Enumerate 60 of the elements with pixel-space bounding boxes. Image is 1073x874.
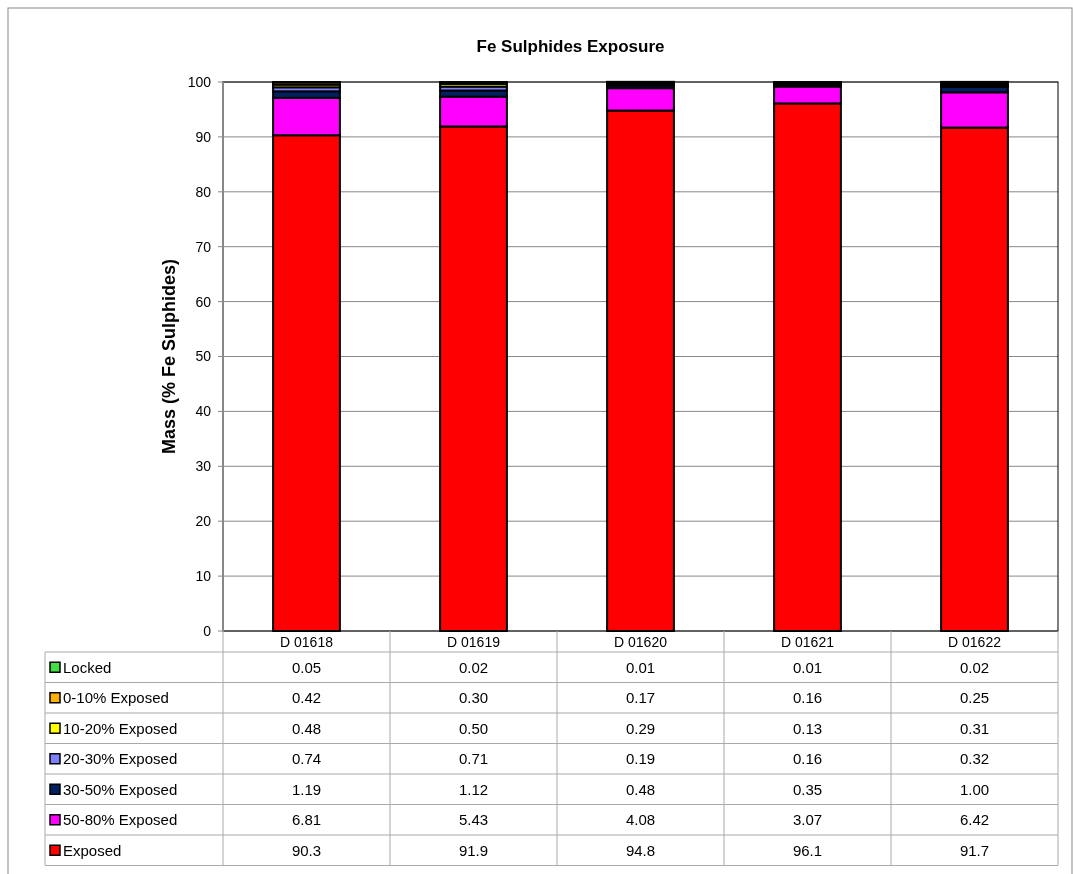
data-label: 91.9 [458,841,489,859]
y-tick-label: 20 [195,513,212,530]
x-tick-label: D 01619 [447,634,501,651]
data-label: 0.16 [792,689,823,706]
chart-title: Fe Sulphides Exposure [476,37,665,56]
data-label: 5.43 [458,811,489,828]
legend-label: 0-10% Exposed [63,689,169,706]
data-label: 0.48 [291,719,322,737]
legend-label: 30-50% Exposed [63,780,178,798]
data-label: 0.25 [959,689,990,706]
y-tick-label: 100 [187,73,212,90]
y-tick-label: 50 [195,348,212,365]
data-label: 0.29 [625,719,656,737]
data-label: 4.08 [625,811,656,828]
data-label: 0.01 [792,658,823,676]
data-label: 1.00 [959,780,990,798]
y-tick-label: 10 [195,568,212,584]
legend-label: 20-30% Exposed [63,750,178,767]
y-tick-label: 90 [195,128,212,145]
legend-label: Exposed [63,841,122,859]
data-label: 0.19 [625,750,656,767]
y-tick-label: 60 [195,293,212,310]
data-label: 3.07 [792,811,823,828]
data-label: 0.16 [792,750,823,767]
data-label: 0.31 [959,719,990,737]
x-tick-label: D 01622 [948,634,1002,651]
data-label: 0.42 [291,689,322,706]
data-label: 0.02 [458,658,489,676]
data-label: 0.02 [959,658,990,676]
data-label: 96.1 [792,841,823,859]
legend-label: Locked [63,658,112,676]
data-label: 0.50 [458,719,489,737]
data-label: 0.74 [291,750,322,767]
data-label: 6.42 [959,811,990,828]
data-label: 94.8 [625,841,656,859]
data-label: 0.13 [792,719,823,737]
x-tick-label: D 01618 [280,634,334,651]
data-label: 90.3 [291,841,322,859]
y-tick-label: 0 [203,622,212,639]
data-label: 0.48 [625,780,656,798]
legend-label: 10-20% Exposed [63,719,178,737]
data-label: 1.12 [458,780,489,798]
data-label: 0.05 [291,658,322,676]
data-label: 1.19 [291,780,322,798]
y-tick-label: 40 [195,403,212,420]
data-label: 0.17 [625,689,656,706]
y-tick-label: 70 [195,238,212,255]
data-label: 6.81 [291,811,322,828]
data-label: 0.32 [959,750,990,767]
x-tick-label: D 01621 [781,634,835,651]
y-tick-label: 30 [195,458,212,475]
x-tick-label: D 01620 [614,634,668,651]
data-label: 0.01 [625,658,656,676]
legend-label: 50-80% Exposed [63,811,178,828]
y-tick-label: 80 [195,183,212,200]
data-label: 0.35 [792,780,823,798]
y-axis-title: Mass (% Fe Sulphides) [159,258,179,455]
data-label: 0.30 [458,689,489,706]
data-label: 0.71 [458,750,489,767]
data-label: 91.7 [959,841,990,859]
